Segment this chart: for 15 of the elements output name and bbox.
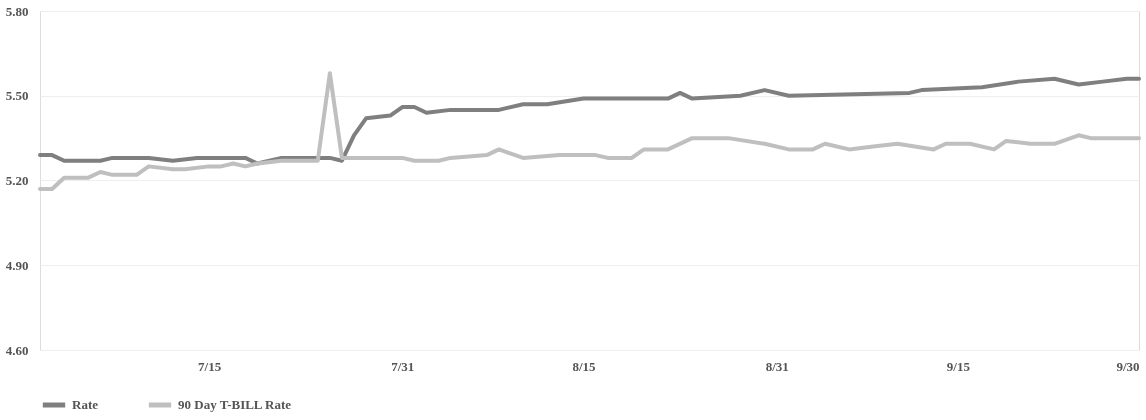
y-tick-label: 4.60 bbox=[5, 342, 29, 358]
y-tick-label: 5.20 bbox=[5, 173, 29, 188]
y-tick-label: 5.80 bbox=[5, 3, 29, 19]
x-tick-label: 9/30 bbox=[1116, 358, 1140, 374]
y-tick-label: 5.50 bbox=[5, 88, 29, 104]
x-tick-label: 8/15 bbox=[572, 358, 597, 374]
line-series bbox=[38, 76, 1141, 166]
x-tick-label: 9/15 bbox=[946, 358, 971, 374]
y-tick-label: 4.90 bbox=[5, 257, 29, 273]
x-tick-label: 7/31 bbox=[391, 358, 415, 374]
x-tick-label: 8/31 bbox=[765, 358, 789, 374]
line-series bbox=[38, 71, 1141, 191]
x-tick-label: 7/15 bbox=[198, 358, 222, 374]
legend-label: 90 Day T-BILL Rate bbox=[178, 397, 292, 412]
legend-label: Rate bbox=[72, 397, 99, 412]
